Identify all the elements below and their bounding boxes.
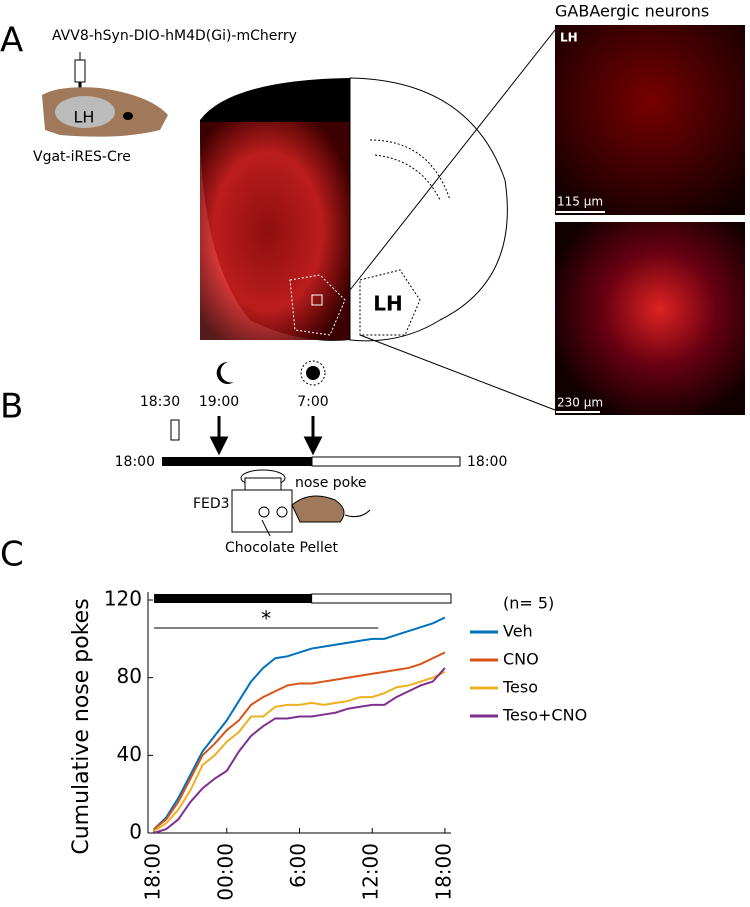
legend-label: CNO	[503, 650, 539, 669]
region-label: LH	[74, 108, 95, 127]
fed3-device	[231, 469, 371, 533]
sun-icon	[300, 360, 326, 386]
x-tick-label: 6:00	[286, 843, 310, 888]
x-tick-label: 12:00	[359, 843, 383, 901]
series-line	[153, 616, 446, 830]
arrows	[170, 416, 323, 456]
mouse-head	[42, 87, 168, 137]
y-tick-label: 80	[117, 664, 142, 688]
x-tick-label: 18:00	[141, 843, 165, 901]
panel-label: A	[0, 21, 23, 61]
y-tick-label: 0	[129, 820, 142, 844]
time-label: 18:30	[140, 394, 180, 410]
series-line	[153, 667, 446, 834]
micrograph	[555, 222, 745, 415]
micrograph-title: GABAergic neurons	[555, 2, 709, 21]
pellet-label: Chocolate Pellet	[225, 540, 338, 556]
x-tick-label: 00:00	[213, 843, 237, 901]
pointer	[261, 519, 271, 537]
moon-icon	[216, 361, 234, 384]
micrograph	[555, 25, 745, 215]
dark-bar	[162, 457, 312, 466]
brain-section	[200, 29, 556, 411]
scale-label: 230 µm	[557, 396, 603, 410]
mouse-line: Vgat-iRES-Cre	[33, 149, 131, 165]
panel-label: C	[0, 535, 24, 575]
line-chart: 0 40 80 120 18:00 00:00 6:00 12:00 18:00 Cumulati…	[69, 587, 587, 901]
micrograph-region: LH	[560, 31, 578, 45]
series-line	[153, 670, 446, 832]
virus-label: AVV8-hSyn-DIO-hM4D(Gi)-mCherry	[52, 28, 297, 44]
action-label: nose poke	[295, 475, 366, 491]
legend-title: (n= 5)	[503, 594, 554, 613]
y-axis-label: Cumulative nose pokes	[69, 598, 94, 854]
timeline-end: 18:00	[467, 454, 507, 470]
time-label: 7:00	[297, 394, 328, 410]
light-bar	[311, 593, 452, 604]
legend-label: Teso+CNO	[502, 706, 587, 725]
y-tick-label: 40	[117, 742, 142, 766]
atlas-region: LH	[373, 292, 402, 316]
timeline-start: 18:00	[115, 454, 155, 470]
time-label: 19:00	[199, 394, 239, 410]
y-tick-label: 120	[104, 587, 142, 611]
scale-label: 115 µm	[557, 195, 603, 209]
legend-label: Teso	[502, 678, 538, 697]
legend-label: Veh	[503, 622, 533, 641]
light-bar	[311, 456, 461, 467]
significance-label: *	[261, 607, 271, 631]
x-tick-label: 18:00	[431, 843, 455, 901]
dark-bar	[154, 594, 312, 603]
panel-label: B	[0, 387, 23, 427]
series-line	[153, 651, 446, 830]
device-label: FED3	[193, 496, 230, 512]
